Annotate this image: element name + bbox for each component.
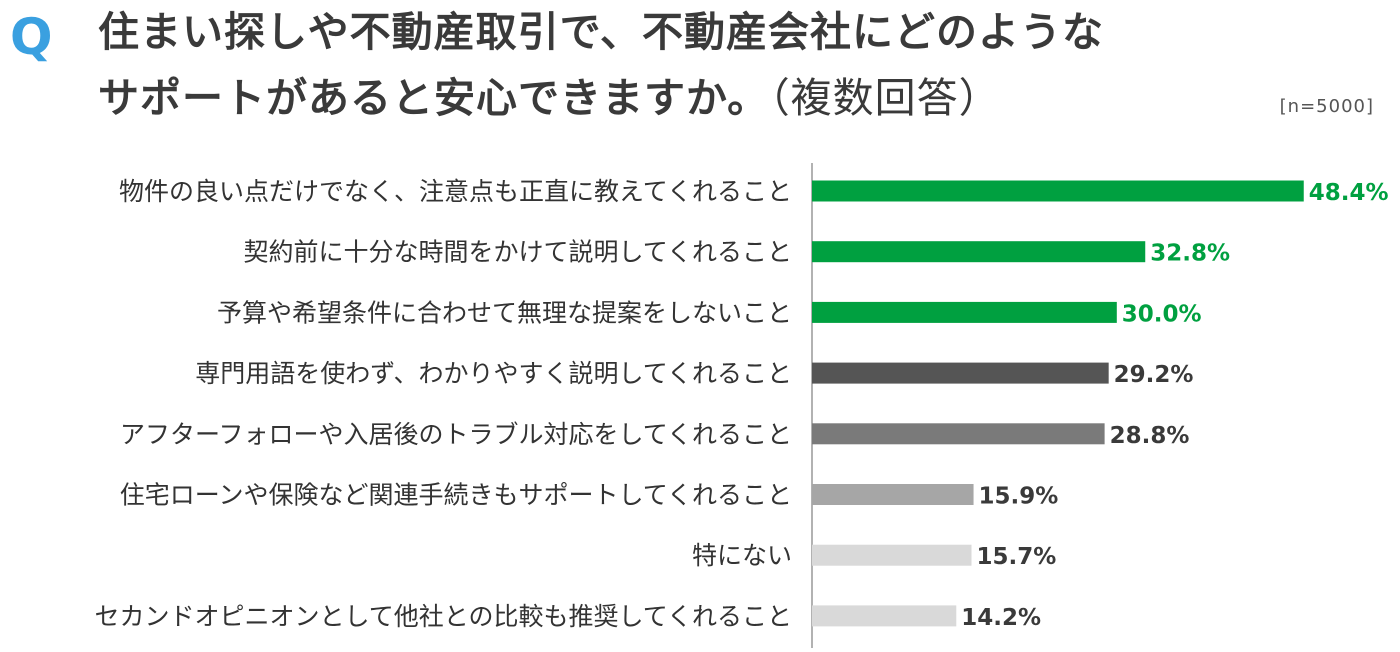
value-label: 28.8%	[1110, 423, 1190, 449]
value-label: 14.2%	[961, 605, 1041, 631]
bar	[812, 301, 1117, 323]
value-label: 29.2%	[1114, 362, 1194, 388]
value-label: 48.4%	[1309, 180, 1389, 206]
question-title-main: サポートがあると安心できますか。	[98, 74, 770, 122]
value-label: 32.8%	[1150, 241, 1230, 267]
bar	[812, 484, 974, 505]
question-title-note: （複数回答）	[769, 74, 1001, 122]
bar	[812, 362, 1109, 384]
question-mark-q: Q	[10, 8, 53, 66]
question-title-line-2: サポートがあると安心できますか。（複数回答）	[98, 72, 1001, 124]
category-label: 物件の良い点だけでなく、注意点も正直に教えてくれること	[119, 177, 792, 206]
value-label: 30.0%	[1122, 301, 1202, 327]
category-label: セカンドオピニオンとして他社との比較も推奨してくれること	[94, 602, 792, 631]
category-label: 特にない	[692, 541, 792, 570]
category-label: 専門用語を使わず、わかりやすく説明してくれること	[195, 359, 792, 388]
question-title-line-1: 住まい探しや不動産取引で、不動産会社にどのような	[98, 8, 1104, 56]
category-label: 予算や希望条件に合わせて無理な提案をしないこと	[217, 298, 792, 327]
sample-size-label: [n=5000]	[1279, 96, 1374, 117]
bar	[812, 605, 957, 627]
value-label: 15.9%	[979, 484, 1059, 510]
category-label: 住宅ローンや保険など関連手続きもサポートしてくれること	[120, 481, 792, 510]
value-label: 15.7%	[977, 544, 1057, 570]
bar	[812, 241, 1146, 263]
category-label: 契約前に十分な時間をかけて説明してくれること	[243, 238, 792, 267]
bar	[812, 180, 1304, 202]
bar	[812, 423, 1105, 445]
bar	[812, 544, 972, 566]
category-label: アフターフォローや入居後のトラブル対応をしてくれること	[120, 420, 792, 449]
